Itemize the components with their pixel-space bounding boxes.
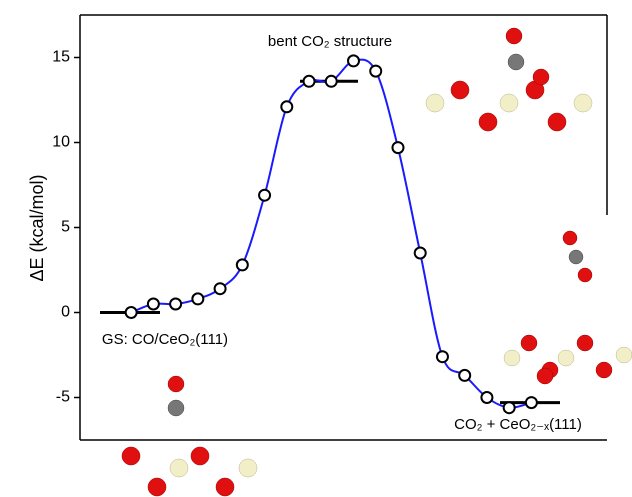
chart: ΔE (kcal/mol) -5 0 5 10 15 GS: CO/CeO₂(111) be… xyxy=(0,0,632,497)
y-tick-label: 10 xyxy=(52,134,70,151)
molecule-gs xyxy=(122,376,257,496)
data-point xyxy=(215,283,226,294)
data-point xyxy=(148,299,159,310)
data-point xyxy=(504,402,515,413)
level-label: GS: CO/CeO₂(111) xyxy=(102,331,228,348)
energy-curve xyxy=(131,60,531,408)
data-point xyxy=(437,351,448,362)
data-point xyxy=(170,299,181,310)
data-point xyxy=(237,259,248,270)
y-tick-label: -5 xyxy=(56,389,70,406)
y-axis-label: ΔE (kcal/mol) xyxy=(27,174,47,281)
data-point xyxy=(326,76,337,87)
data-point xyxy=(526,397,537,408)
data-point xyxy=(392,142,403,153)
data-point xyxy=(348,55,359,66)
data-point xyxy=(281,101,292,112)
data-point xyxy=(259,190,270,201)
molecule-ts xyxy=(426,28,592,131)
level-label: CO₂ + CeO₂₋ₓ(111) xyxy=(454,416,582,433)
data-point xyxy=(459,370,470,381)
data-point xyxy=(304,76,315,87)
surface-final xyxy=(504,335,632,384)
y-tick-label: 15 xyxy=(52,49,70,66)
level-label: bent CO₂ structure xyxy=(268,33,392,50)
data-point xyxy=(126,307,137,318)
data-point xyxy=(415,248,426,259)
y-tick-label: 0 xyxy=(61,304,70,321)
data-point xyxy=(481,392,492,403)
molecule-co2 xyxy=(563,231,592,282)
y-tick-label: 5 xyxy=(61,219,70,236)
frame xyxy=(80,15,607,440)
data-point xyxy=(370,66,381,77)
data-point xyxy=(192,293,203,304)
